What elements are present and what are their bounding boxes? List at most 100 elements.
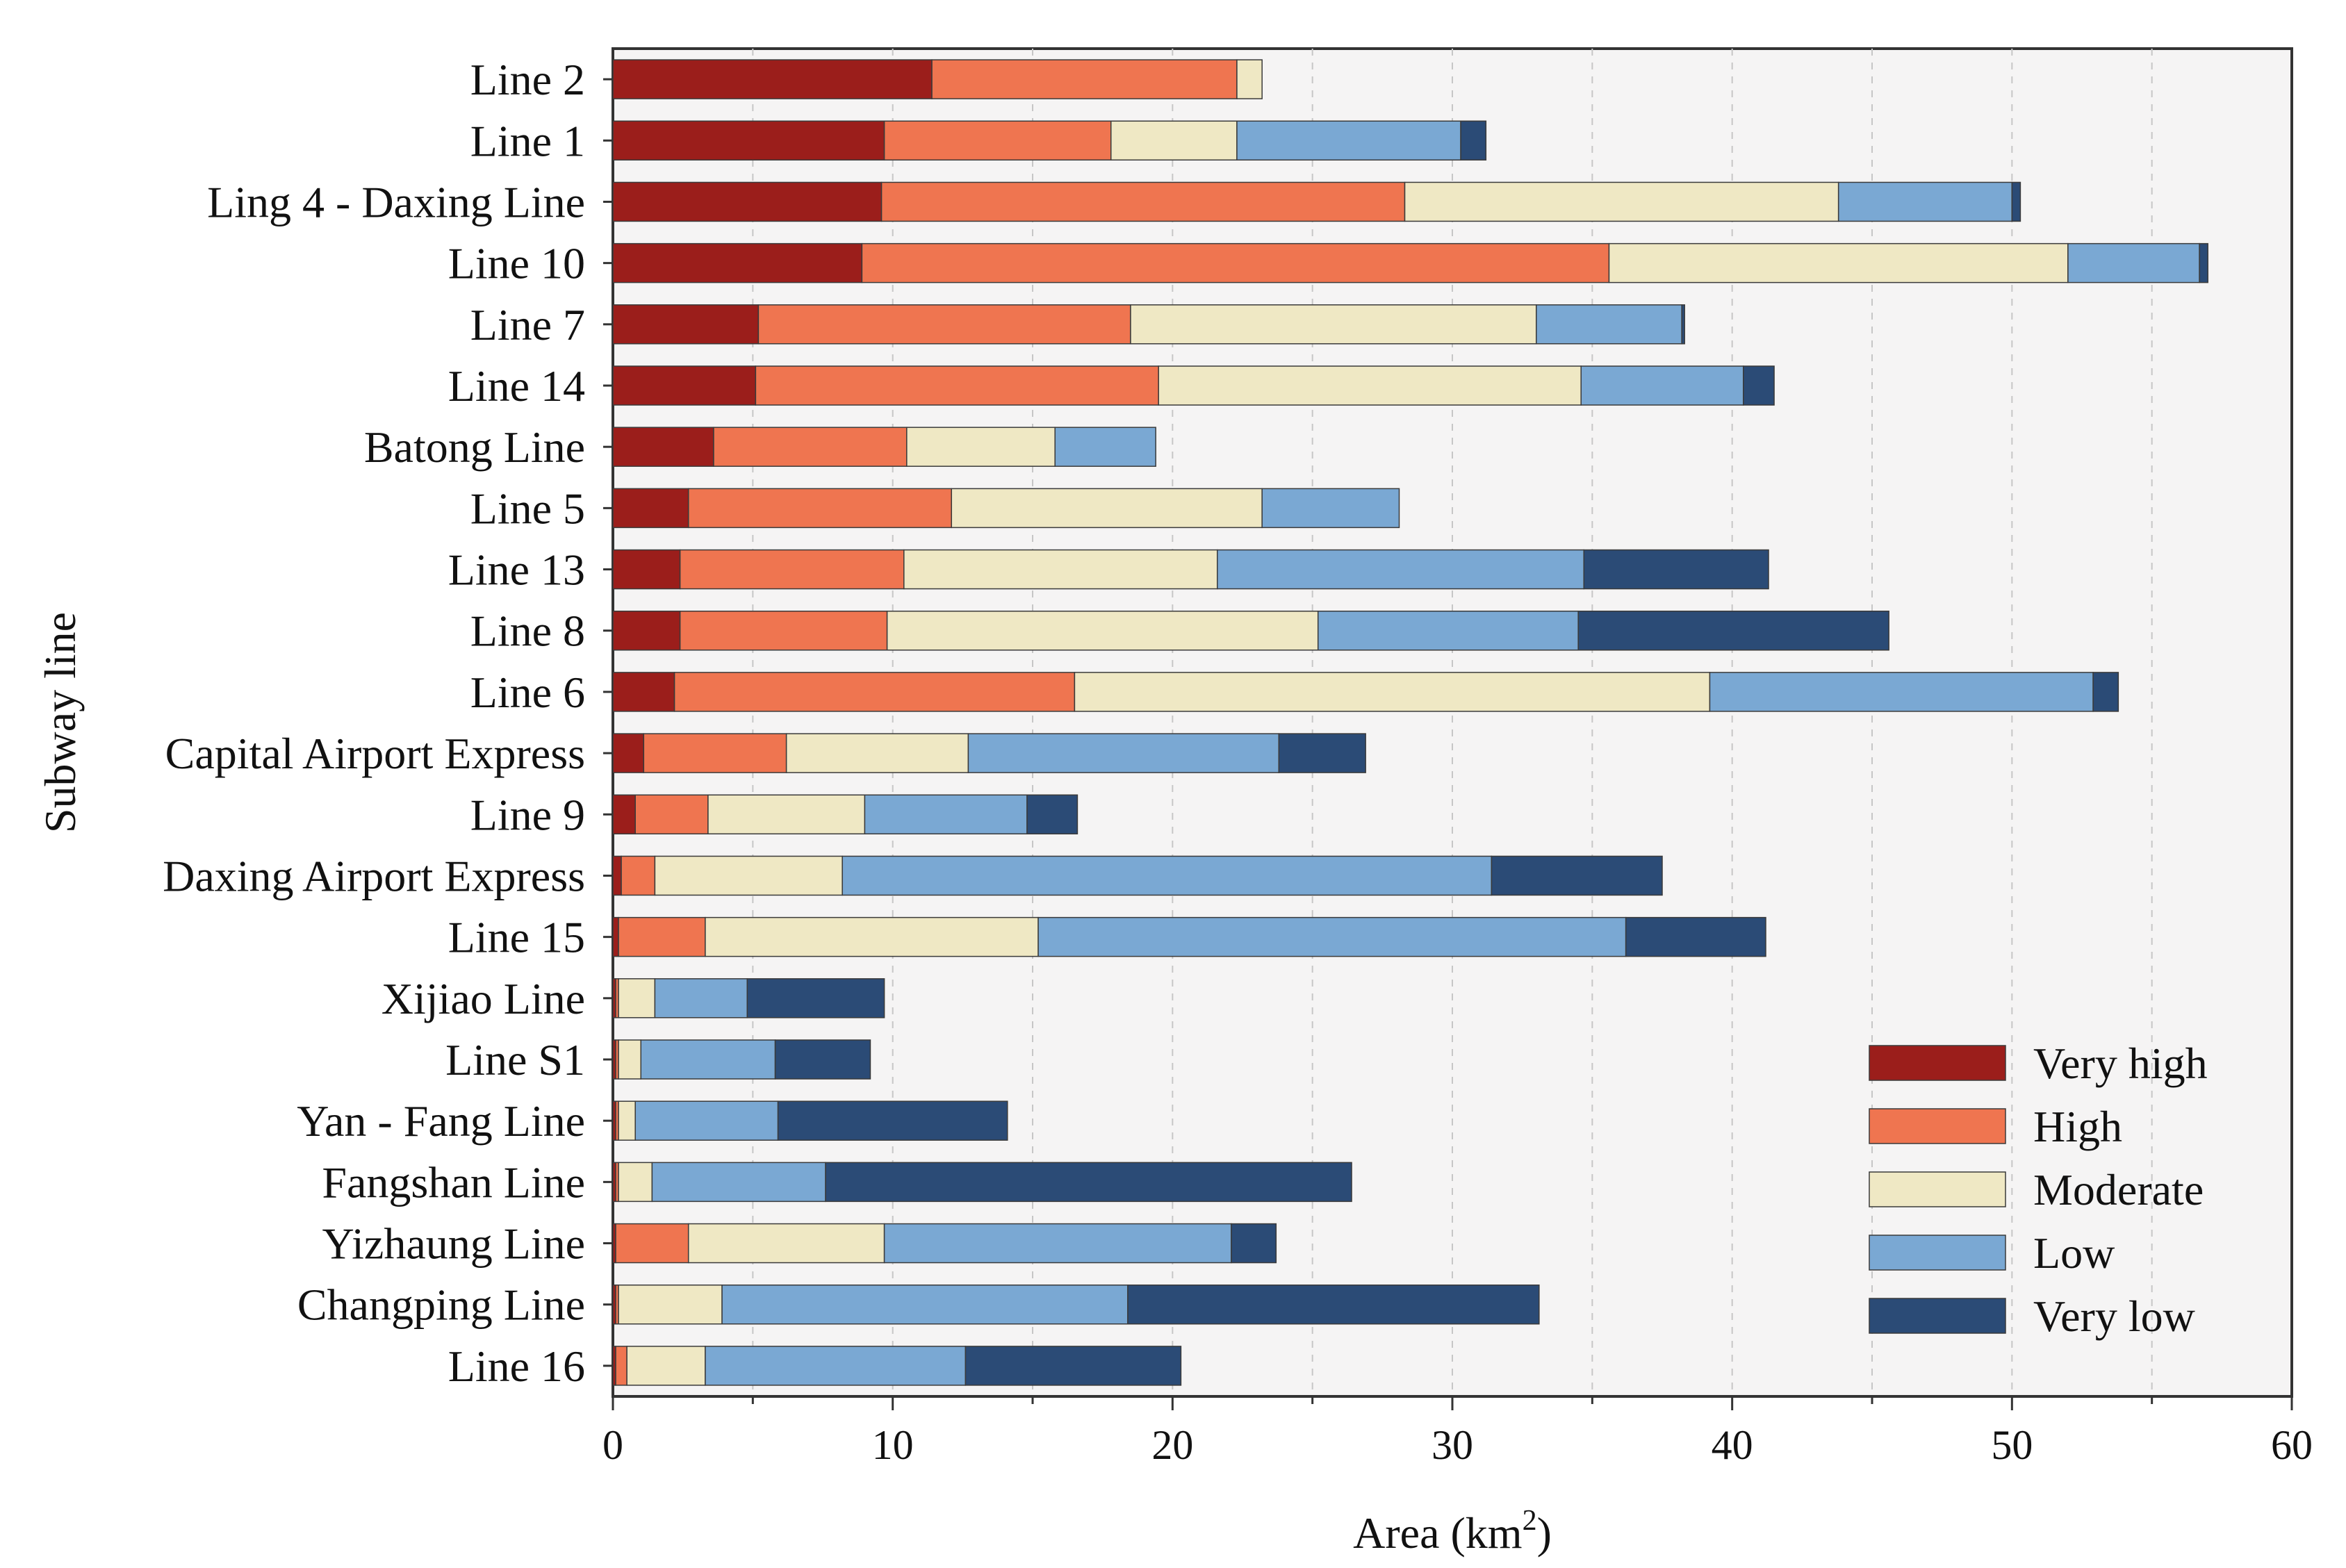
legend-label-very-low: Very low (2033, 1291, 2195, 1341)
legend-swatch-very-low (1869, 1298, 2006, 1334)
y-tick-label: Line 2 (470, 55, 585, 104)
x-tick-label: 60 (2271, 1422, 2313, 1468)
y-tick-label: Daxing Airport Express (163, 851, 585, 900)
bar-line-7-moderate (1130, 304, 1537, 345)
bar-line-2-very-high (612, 59, 933, 99)
x-tick-label: 40 (1712, 1422, 1753, 1468)
bar-line-5-low (1261, 488, 1400, 529)
y-tick-label: Fangshan Line (322, 1157, 585, 1207)
bar-yizhaung-line-very-low (1231, 1223, 1277, 1264)
bar-line-6-moderate (1074, 672, 1711, 712)
bar-line-9-high (634, 794, 709, 835)
bar-yizhaung-line-moderate (687, 1223, 885, 1264)
bar-line-9-moderate (707, 794, 866, 835)
bar-line-16-high (615, 1346, 627, 1386)
bar-line-14-high (755, 365, 1159, 406)
bar-line-13-low (1217, 549, 1585, 590)
axes: Line 2 Line 1 Ling 4 - Daxing Line Line 10 L… (163, 55, 2313, 1468)
y-tick-label: Yan - Fang Line (297, 1096, 585, 1146)
bar-line-10-very-high (612, 242, 863, 283)
bar-fangshan-line-moderate (618, 1162, 653, 1203)
bar-line-9-very-high (612, 794, 636, 835)
legend-swatch-low (1869, 1235, 2006, 1271)
bar-line-16-very-low (965, 1346, 1182, 1386)
bar-line-8-very-low (1577, 610, 1889, 651)
bar-capital-airport-express-high (643, 733, 787, 773)
bar-batong-line-high (713, 427, 908, 467)
bar-line-2-moderate (1236, 59, 1263, 99)
y-tick-label: Line 5 (470, 484, 585, 533)
bar-daxing-airport-express-very-high (612, 855, 622, 896)
y-tick-label: Line 7 (470, 300, 585, 349)
bar-changping-line-moderate (618, 1284, 723, 1325)
bar-line-7-high (757, 304, 1131, 345)
bar-line-13-moderate (903, 549, 1218, 590)
bars (612, 59, 2208, 1386)
bar-line-10-high (861, 242, 1610, 283)
bar-yan-fang-line-very-low (777, 1100, 1008, 1141)
y-tick-label: Line 9 (470, 790, 585, 839)
y-tick-label: Capital Airport Express (165, 729, 585, 778)
bar-daxing-airport-express-low (842, 855, 1493, 896)
legend-swatch-high (1869, 1108, 2006, 1144)
bar-line-5-moderate (951, 488, 1263, 529)
bar-line-15-high (618, 916, 706, 957)
bar-xijiao-line-moderate (618, 978, 656, 1018)
x-axis-label-superscript: 2 (1523, 1505, 1537, 1537)
legend: Very high High Moderate Low Very low (1869, 1039, 2208, 1341)
bar-batong-line-low (1054, 427, 1156, 467)
bar-line-15-very-high (612, 916, 619, 957)
bar-ling-4-daxing-line-very-high (612, 181, 883, 222)
bar-yizhaung-line-low (883, 1223, 1232, 1264)
bar-line-2-high (931, 59, 1238, 99)
y-tick-label: Line 14 (448, 361, 585, 411)
bar-fangshan-line-very-low (825, 1162, 1352, 1203)
bar-line-5-high (687, 488, 952, 529)
bar-yan-fang-line-low (634, 1100, 779, 1141)
y-tick-label: Yizhaung Line (322, 1219, 585, 1269)
x-tick-label: 50 (1991, 1422, 2033, 1468)
bar-yizhaung-line-high (615, 1223, 689, 1264)
y-tick-label: Changping Line (297, 1280, 585, 1330)
bar-xijiao-line-very-low (746, 978, 885, 1018)
bar-line-7-very-high (612, 304, 760, 345)
y-axis-label: Subway line (35, 612, 85, 833)
bar-changping-line-low (721, 1284, 1129, 1325)
bar-line-14-low (1580, 365, 1744, 406)
bar-changping-line-very-low (1127, 1284, 1540, 1325)
legend-swatch-moderate (1869, 1171, 2006, 1207)
bar-line-15-low (1037, 916, 1627, 957)
bar-line-1-very-high (612, 120, 885, 161)
bar-ling-4-daxing-line-very-low (2011, 181, 2021, 222)
bar-line-10-moderate (1608, 242, 2069, 283)
bar-line-8-moderate (886, 610, 1319, 651)
y-tick-label: Line 16 (448, 1342, 585, 1391)
y-tick-label: Line 8 (470, 606, 585, 656)
legend-label-moderate: Moderate (2033, 1165, 2204, 1214)
x-tick-label: 20 (1151, 1422, 1193, 1468)
bar-line-14-very-high (612, 365, 757, 406)
bar-line-13-high (679, 549, 905, 590)
x-tick-label: 30 (1432, 1422, 1473, 1468)
bar-line-7-very-low (1681, 304, 1685, 345)
bar-batong-line-moderate (906, 427, 1056, 467)
y-tick-label: Line 13 (448, 545, 585, 595)
bar-line-10-very-low (2199, 242, 2208, 283)
bar-line-10-low (2067, 242, 2200, 283)
bar-line-6-very-low (2092, 672, 2119, 712)
bar-line-5-very-high (612, 488, 689, 529)
bar-daxing-airport-express-very-low (1491, 855, 1663, 896)
bar-line-6-low (1709, 672, 2094, 712)
bar-line-15-moderate (705, 916, 1039, 957)
y-tick-label: Line 15 (448, 913, 585, 962)
x-axis-label-suffix: ) (1537, 1508, 1552, 1558)
bar-line-s1-very-low (774, 1039, 871, 1080)
bar-line-9-very-low (1026, 794, 1078, 835)
bar-capital-airport-express-very-high (612, 733, 645, 773)
bar-line-1-moderate (1110, 120, 1238, 161)
x-axis-label-text: Area (km (1353, 1508, 1522, 1558)
bar-line-14-very-low (1743, 365, 1775, 406)
y-tick-label: Line 10 (448, 239, 585, 288)
